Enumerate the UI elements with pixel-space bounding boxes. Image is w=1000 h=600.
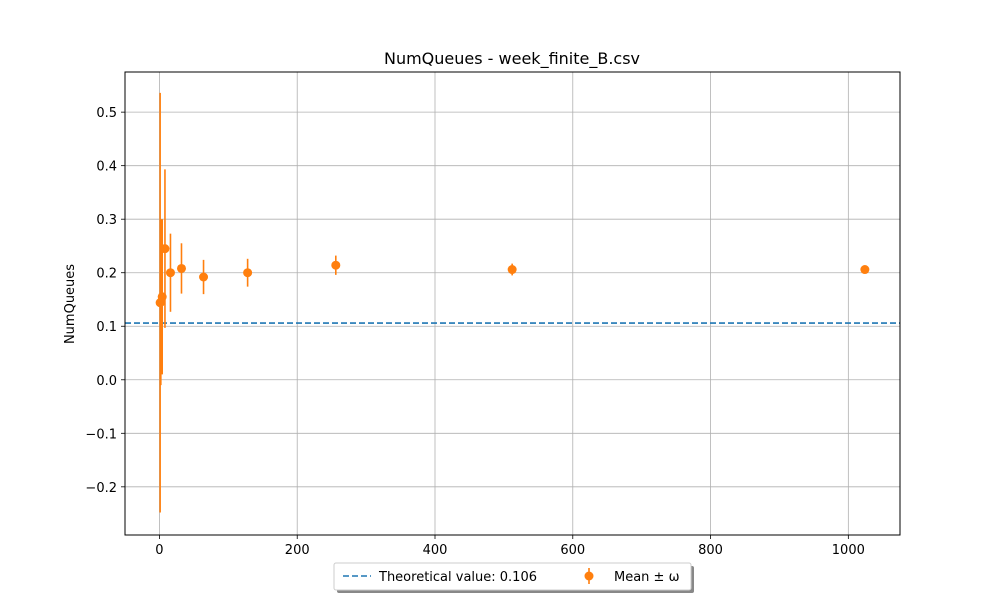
y-tick-label: 0.5 <box>96 106 117 121</box>
plot-frame <box>124 71 901 536</box>
x-tick-label: 400 <box>423 543 448 558</box>
y-tick-label: 0.2 <box>96 267 117 282</box>
y-tick-label: 0.1 <box>96 320 117 335</box>
chart-title: NumQueues - week_finite_B.csv <box>384 49 640 69</box>
x-tick-label: 200 <box>285 543 310 558</box>
y-axis-label: NumQueues <box>63 264 78 344</box>
legend: Theoretical value: 0.106 Mean ± ω <box>333 562 694 593</box>
y-tick-label: 0.4 <box>96 160 117 175</box>
data-point <box>331 260 341 270</box>
y-tick-label: 0.3 <box>96 213 117 228</box>
data-point <box>199 272 209 282</box>
x-tick-label: 1000 <box>832 543 865 558</box>
y-tick-label: −0.1 <box>85 427 117 442</box>
plot-area <box>125 72 900 535</box>
x-tick-label: 0 <box>155 543 163 558</box>
data-point <box>507 265 517 275</box>
data-point <box>860 265 870 275</box>
x-tick-label: 600 <box>560 543 585 558</box>
legend-mean-label: Mean ± ω <box>614 570 679 585</box>
data-point <box>243 268 253 278</box>
data-point <box>176 263 186 273</box>
y-tick-label: 0.0 <box>96 374 117 389</box>
ticks: 0 200 400 600 800 1000 −0.2 −0.1 0.0 0.1 0.2 0.3 0.4… <box>85 106 864 558</box>
data-points <box>155 92 870 513</box>
grid <box>125 72 900 535</box>
legend-theoretical-label: Theoretical value: 0.106 <box>378 570 537 585</box>
legend-mean-swatch-marker <box>584 571 594 581</box>
y-tick-label: −0.2 <box>85 481 117 496</box>
x-tick-label: 800 <box>698 543 723 558</box>
data-point <box>160 244 170 254</box>
legend-box <box>333 562 692 591</box>
data-point <box>165 268 175 278</box>
